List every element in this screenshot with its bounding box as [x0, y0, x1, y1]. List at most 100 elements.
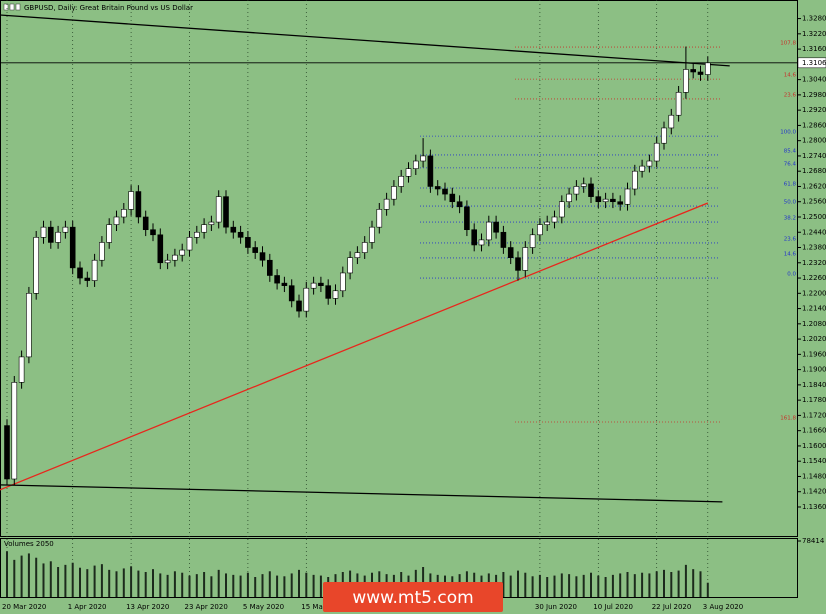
candle-body	[142, 216, 149, 231]
volume-bar	[611, 574, 614, 597]
watermark: www.mt5.com	[323, 582, 503, 612]
volume-bar	[655, 571, 658, 597]
x-tick-label: 23 Apr 2020	[185, 603, 228, 611]
x-tick-label: 13 Apr 2020	[126, 603, 169, 611]
volume-bar	[210, 576, 213, 597]
candle-body	[391, 186, 397, 200]
volume-bar	[137, 570, 140, 597]
volume-bar	[276, 575, 279, 597]
y-tick-label: 1.2740	[802, 152, 826, 160]
volume-bar	[159, 573, 162, 597]
x-tick-label: 5 May 2020	[243, 603, 284, 611]
candle-body	[150, 229, 156, 236]
fib-label: 23.6	[784, 236, 797, 242]
volume-bar	[670, 572, 673, 597]
candle-body	[478, 239, 485, 246]
candle-body	[507, 247, 514, 258]
candle-body	[376, 209, 383, 228]
volume-bar	[568, 574, 571, 597]
volume-bar	[663, 569, 665, 597]
y-tick-label: 1.3280	[802, 15, 826, 23]
candle-body	[442, 188, 448, 195]
candle-body	[62, 226, 69, 233]
volume-bar	[261, 574, 264, 597]
candle-body	[405, 168, 412, 177]
candle-body	[456, 201, 463, 208]
volume-bar	[152, 569, 154, 597]
volume-bar	[641, 572, 644, 597]
volume-bar	[619, 573, 622, 597]
y-tick-label: 1.2080	[802, 320, 826, 328]
fib-label: 38.2	[784, 216, 796, 222]
volume-bar	[225, 573, 227, 597]
watermark-text: www.mt5.com	[352, 588, 473, 608]
volume-bar	[290, 573, 293, 597]
candle-body	[281, 282, 288, 286]
candle-body	[361, 242, 368, 253]
volume-bar	[195, 574, 198, 597]
candle-body	[493, 221, 499, 233]
candle-body	[84, 277, 91, 281]
y-tick-label: 1.2500	[802, 213, 826, 221]
y-tick-label: 1.1600	[802, 442, 826, 450]
volume-bar	[560, 573, 563, 597]
fib-label: 14.6	[784, 73, 797, 79]
candle-body	[485, 221, 492, 241]
volume-y-tick-label: 78414	[802, 537, 825, 545]
candle-body	[99, 242, 105, 261]
candle-body	[135, 191, 142, 218]
volume-bar	[6, 551, 8, 597]
volume-bar	[35, 557, 38, 597]
volume-bar	[509, 575, 512, 597]
candle-body	[55, 231, 61, 243]
candle-body	[573, 186, 580, 195]
y-tick-label: 1.1960	[802, 350, 826, 358]
candle-body	[668, 114, 675, 129]
volume-bar	[108, 569, 111, 597]
y-tick-label: 1.1420	[802, 488, 826, 496]
volume-bar	[684, 564, 687, 597]
candle-body	[427, 155, 434, 187]
candle-body	[690, 69, 697, 73]
candle-body	[113, 216, 120, 225]
y-tick-label: 1.2380	[802, 244, 826, 252]
y-tick-label: 1.2980	[802, 91, 826, 99]
candle-body	[383, 198, 390, 210]
volume-bar	[597, 575, 600, 597]
volume-bar	[524, 572, 527, 597]
volume-bar	[305, 572, 308, 597]
candle-body	[332, 290, 339, 299]
candle-body	[237, 231, 244, 238]
y-tick-label: 1.2920	[802, 106, 826, 114]
candle-body	[40, 226, 47, 238]
current-price-box	[797, 57, 826, 69]
volume-bar	[319, 575, 322, 597]
volume-bar	[538, 574, 541, 597]
y-tick-label: 1.1480	[802, 472, 826, 480]
candle-body	[617, 201, 624, 205]
candle-body	[259, 252, 266, 261]
y-tick-label: 1.1660	[802, 427, 826, 435]
candle-body	[624, 188, 631, 205]
volume-bar	[546, 577, 549, 597]
candle-body	[69, 226, 76, 269]
x-tick-label: 20 Mar 2020	[2, 603, 46, 611]
candle-body	[610, 198, 616, 203]
volume-bar	[100, 564, 103, 597]
volume-bar	[122, 568, 125, 597]
fib-label: 0.0	[787, 272, 796, 278]
y-tick-label: 1.2140	[802, 305, 826, 313]
candle-body	[704, 62, 711, 75]
candle-body	[398, 175, 405, 187]
fib-label: 50.0	[784, 200, 797, 206]
candle-body	[47, 226, 54, 243]
volume-bar	[20, 555, 23, 597]
candle-body	[639, 165, 645, 172]
candle-body	[544, 221, 551, 225]
candle-body	[266, 259, 273, 276]
candle-body	[252, 247, 258, 253]
candle-body	[186, 237, 193, 251]
candle-body	[551, 216, 558, 223]
volume-bar	[79, 567, 81, 597]
